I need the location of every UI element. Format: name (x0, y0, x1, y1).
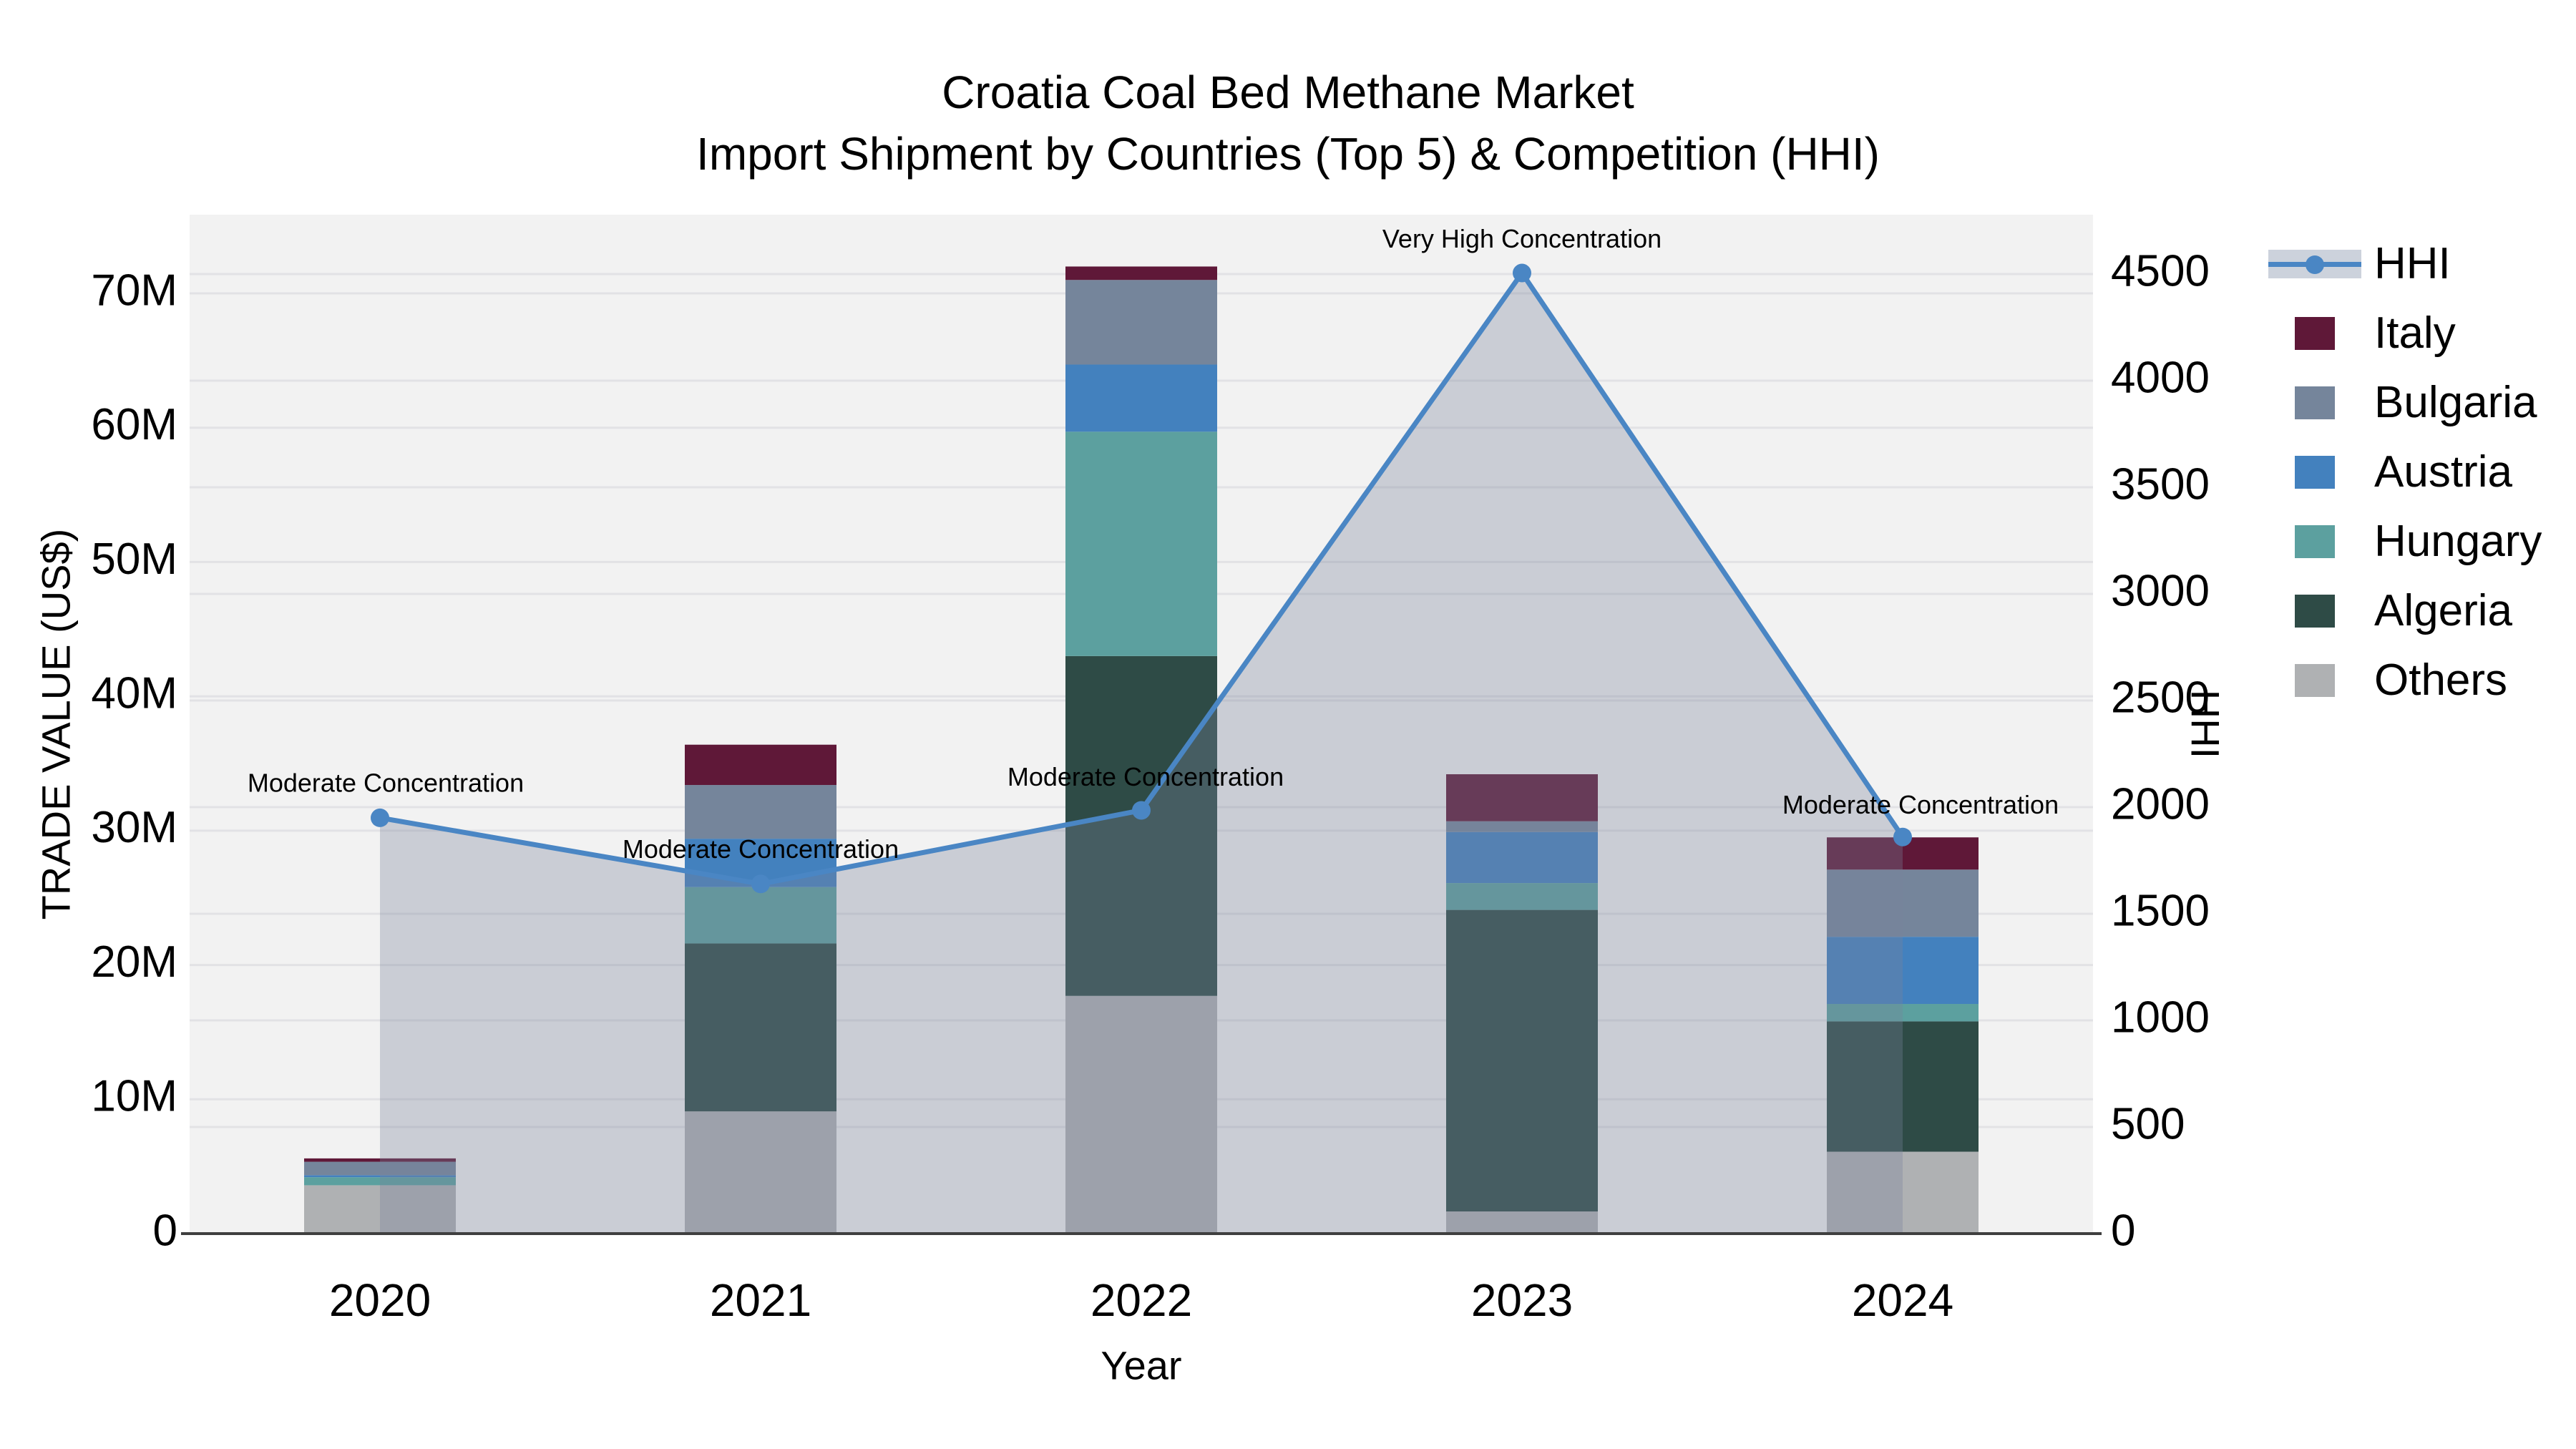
hhi-marker-2023[interactable] (1513, 263, 1531, 283)
legend-item-hhi[interactable]: HHI (2268, 229, 2542, 298)
legend-label: Bulgaria (2374, 378, 2537, 427)
bar-segment-2024-bulgaria[interactable] (1827, 869, 1979, 937)
legend-swatch-hungary (2295, 525, 2335, 558)
bar-segment-2023-algeria[interactable] (1446, 909, 1598, 1212)
legend-label: Algeria (2374, 586, 2512, 635)
bar-segment-2024-austria[interactable] (1827, 937, 1979, 1005)
legend-swatch-algeria (2295, 594, 2335, 628)
legend-swatch-bulgaria (2295, 386, 2335, 419)
bar-segment-2021-hungary[interactable] (685, 887, 836, 944)
legend-label: Italy (2374, 308, 2456, 358)
y-right-tick-500: 500 (2111, 1099, 2185, 1148)
legend-item-italy[interactable]: Italy (2268, 298, 2542, 368)
bar-segment-2022-austria[interactable] (1065, 364, 1217, 432)
legend: HHI Italy Bulgaria Austria Hungary Algeria Oth… (2268, 229, 2542, 715)
y-left-tick-30M: 30M (91, 803, 177, 852)
y-left-tick-70M: 70M (91, 265, 177, 315)
hhi-marker-2024[interactable] (1893, 827, 1912, 847)
legend-swatch-others (2295, 663, 2335, 697)
chart-subtitle: Import Shipment by Countries (Top 5) & C… (696, 128, 1880, 180)
bar-segment-2020-others[interactable] (304, 1185, 456, 1234)
legend-swatch-austria (2295, 455, 2335, 489)
y-right-tick-4000: 4000 (2111, 353, 2210, 402)
bar-segment-2021-algeria[interactable] (685, 943, 836, 1112)
y-right-tick-2500: 2500 (2111, 673, 2210, 722)
y-right-tick-3500: 3500 (2111, 459, 2210, 509)
y-left-tick-0: 0 (153, 1206, 177, 1255)
bar-segment-2022-hungary[interactable] (1065, 431, 1217, 656)
bar-segment-2024-algeria[interactable] (1827, 1021, 1979, 1152)
y-left-tick-50M: 50M (91, 535, 177, 584)
y-axis-right-title: HHI (2182, 689, 2228, 759)
bar-segment-2024-others[interactable] (1827, 1151, 1979, 1234)
legend-hhi-line-icon (2268, 249, 2361, 278)
chart-title: Croatia Coal Bed Methane Market (942, 67, 1634, 118)
bar-segment-2022-bulgaria[interactable] (1065, 280, 1217, 365)
y-left-tick-20M: 20M (91, 937, 177, 987)
annotation-2024: Moderate Concentration (1782, 790, 2059, 819)
bar-segment-2021-bulgaria[interactable] (685, 785, 836, 839)
bar-segment-2024-hungary[interactable] (1827, 1004, 1979, 1022)
y-right-tick-1000: 1000 (2111, 992, 2210, 1042)
legend-label: Austria (2374, 447, 2512, 497)
legend-item-bulgaria[interactable]: Bulgaria (2268, 368, 2542, 437)
bar-segment-2020-italy[interactable] (304, 1158, 456, 1162)
legend-item-austria[interactable]: Austria (2268, 437, 2542, 507)
bar-segment-2023-italy[interactable] (1446, 774, 1598, 821)
legend-item-hungary[interactable]: Hungary (2268, 507, 2542, 576)
bar-segment-2020-bulgaria[interactable] (304, 1161, 456, 1176)
bar-segment-2023-austria[interactable] (1446, 831, 1598, 884)
y-left-tick-10M: 10M (91, 1072, 177, 1121)
annotation-2023: Very High Concentration (1382, 224, 1662, 253)
bar-segment-2023-hungary[interactable] (1446, 883, 1598, 910)
legend-label: HHI (2374, 239, 2451, 288)
y-right-tick-2000: 2000 (2111, 779, 2210, 829)
legend-item-others[interactable]: Others (2268, 645, 2542, 715)
y-right-tick-3000: 3000 (2111, 566, 2210, 615)
x-tick-2024: 2024 (1852, 1274, 1953, 1326)
hhi-marker-2021[interactable] (751, 874, 770, 894)
y-right-tick-4500: 4500 (2111, 246, 2210, 296)
bar-segment-2021-others[interactable] (685, 1111, 836, 1234)
bar-segment-2022-italy[interactable] (1065, 266, 1217, 280)
legend-label: Hungary (2374, 517, 2542, 566)
x-tick-2020: 2020 (329, 1274, 431, 1326)
bar-segment-2020-austria[interactable] (304, 1175, 456, 1178)
legend-swatch-italy (2295, 316, 2335, 350)
bar-segment-2021-italy[interactable] (685, 744, 836, 786)
x-tick-2022: 2022 (1091, 1274, 1192, 1326)
x-tick-2023: 2023 (1471, 1274, 1573, 1326)
bar-segment-2020-hungary[interactable] (304, 1177, 456, 1186)
y-left-tick-40M: 40M (91, 669, 177, 718)
y-right-tick-0: 0 (2111, 1206, 2135, 1255)
hhi-area-fill (380, 273, 1903, 1234)
x-axis-title: Year (1101, 1342, 1182, 1388)
y-axis-left-title: TRADE VALUE (US$) (33, 528, 79, 920)
bar-segment-2023-others[interactable] (1446, 1211, 1598, 1234)
annotation-2020: Moderate Concentration (248, 768, 524, 797)
hhi-marker-2020[interactable] (371, 808, 389, 827)
bar-segment-2022-others[interactable] (1065, 995, 1217, 1234)
hhi-marker-2022[interactable] (1132, 801, 1151, 820)
y-left-tick-60M: 60M (91, 400, 177, 449)
legend-item-algeria[interactable]: Algeria (2268, 576, 2542, 645)
bar-segment-2023-bulgaria[interactable] (1446, 821, 1598, 832)
x-tick-2021: 2021 (710, 1274, 811, 1326)
annotation-2021: Moderate Concentration (623, 834, 899, 864)
y-right-tick-1500: 1500 (2111, 886, 2210, 935)
annotation-2022: Moderate Concentration (1008, 762, 1284, 791)
bar-segment-2022-algeria[interactable] (1065, 655, 1217, 996)
legend-label: Others (2374, 655, 2508, 705)
